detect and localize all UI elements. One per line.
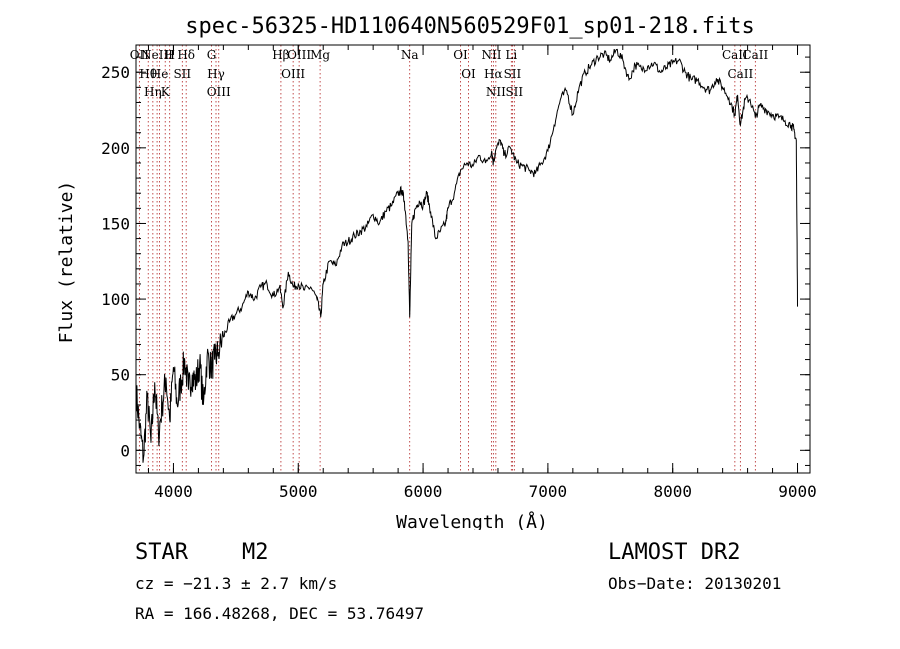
- survey-name: LAMOST DR2: [608, 540, 741, 565]
- line-marker-label: Hη: [144, 85, 162, 99]
- x-tick-label: 6000: [404, 482, 443, 501]
- x-tick-label: 8000: [653, 482, 692, 501]
- line-marker-label: CaII: [727, 67, 753, 81]
- plot-frame: [135, 44, 811, 474]
- coordinates: RA = 166.48268, DEC = 53.76497: [135, 604, 424, 623]
- object-class: STAR: [135, 540, 188, 565]
- line-marker-label: Mg: [310, 48, 330, 62]
- x-axis-label: Wavelength (Å): [396, 511, 548, 530]
- x-tick-label: 9000: [778, 482, 817, 501]
- line-marker-label: NII: [481, 48, 501, 62]
- line-marker-label: G: [207, 48, 217, 62]
- line-marker-label: NeIII: [141, 48, 173, 62]
- y-tick-label: 50: [111, 366, 130, 385]
- line-marker-label: SII: [505, 85, 523, 99]
- line-marker-label: K: [161, 85, 171, 99]
- line-marker-label: Hθ: [139, 67, 157, 81]
- line-marker-label: OIII: [207, 85, 231, 99]
- line-marker-label: OI: [461, 67, 476, 81]
- line-marker-label: OII: [130, 48, 150, 62]
- line-marker-label: Hα: [484, 67, 503, 81]
- x-tick-label: 5000: [279, 482, 318, 501]
- line-marker-label: H: [164, 48, 174, 62]
- x-tick-label: 7000: [529, 482, 568, 501]
- line-marker-label: CaII: [722, 48, 748, 62]
- radial-velocity: cz = −21.3 ± 2.7 km/s: [135, 574, 338, 593]
- y-tick-label: 150: [101, 214, 130, 233]
- y-axis-label: Flux (relative): [56, 181, 77, 344]
- line-marker-label: Na: [401, 48, 419, 62]
- line-marker-label: OI: [453, 48, 468, 62]
- y-tick-label: 250: [101, 63, 130, 82]
- line-marker-label: He: [151, 67, 169, 81]
- line-marker-label: SII: [504, 67, 522, 81]
- observation-date: Obs−Date: 20130201: [608, 574, 782, 593]
- line-marker-label: CaII: [742, 48, 768, 62]
- y-tick-label: 100: [101, 290, 130, 309]
- spectrum-line: [135, 48, 798, 463]
- line-marker-label: Hβ: [272, 48, 289, 62]
- line-marker-label: OIII: [281, 67, 305, 81]
- line-marker-label: NII: [486, 85, 506, 99]
- y-axis-ticks: 0 50 100 150 200 250: [101, 56, 810, 466]
- y-tick-label: 0: [120, 441, 130, 460]
- x-tick-label: 4000: [154, 482, 193, 501]
- x-axis-ticks: 4000 5000 6000 7000 8000 9000: [147, 45, 817, 501]
- line-marker-label: Hγ: [207, 67, 225, 81]
- line-marker-label: Li: [505, 48, 517, 62]
- y-tick-label: 200: [101, 139, 130, 158]
- spectrum-chart: spec-56325-HD110640N560529F01_sp01-218.f…: [56, 14, 817, 530]
- chart-title: spec-56325-HD110640N560529F01_sp01-218.f…: [185, 14, 755, 39]
- line-marker-label: SII: [173, 67, 191, 81]
- line-marker-label: Hδ: [177, 48, 195, 62]
- line-marker-label: OIII: [287, 48, 311, 62]
- line-markers: [138, 45, 756, 473]
- object-subclass: M2: [242, 540, 269, 565]
